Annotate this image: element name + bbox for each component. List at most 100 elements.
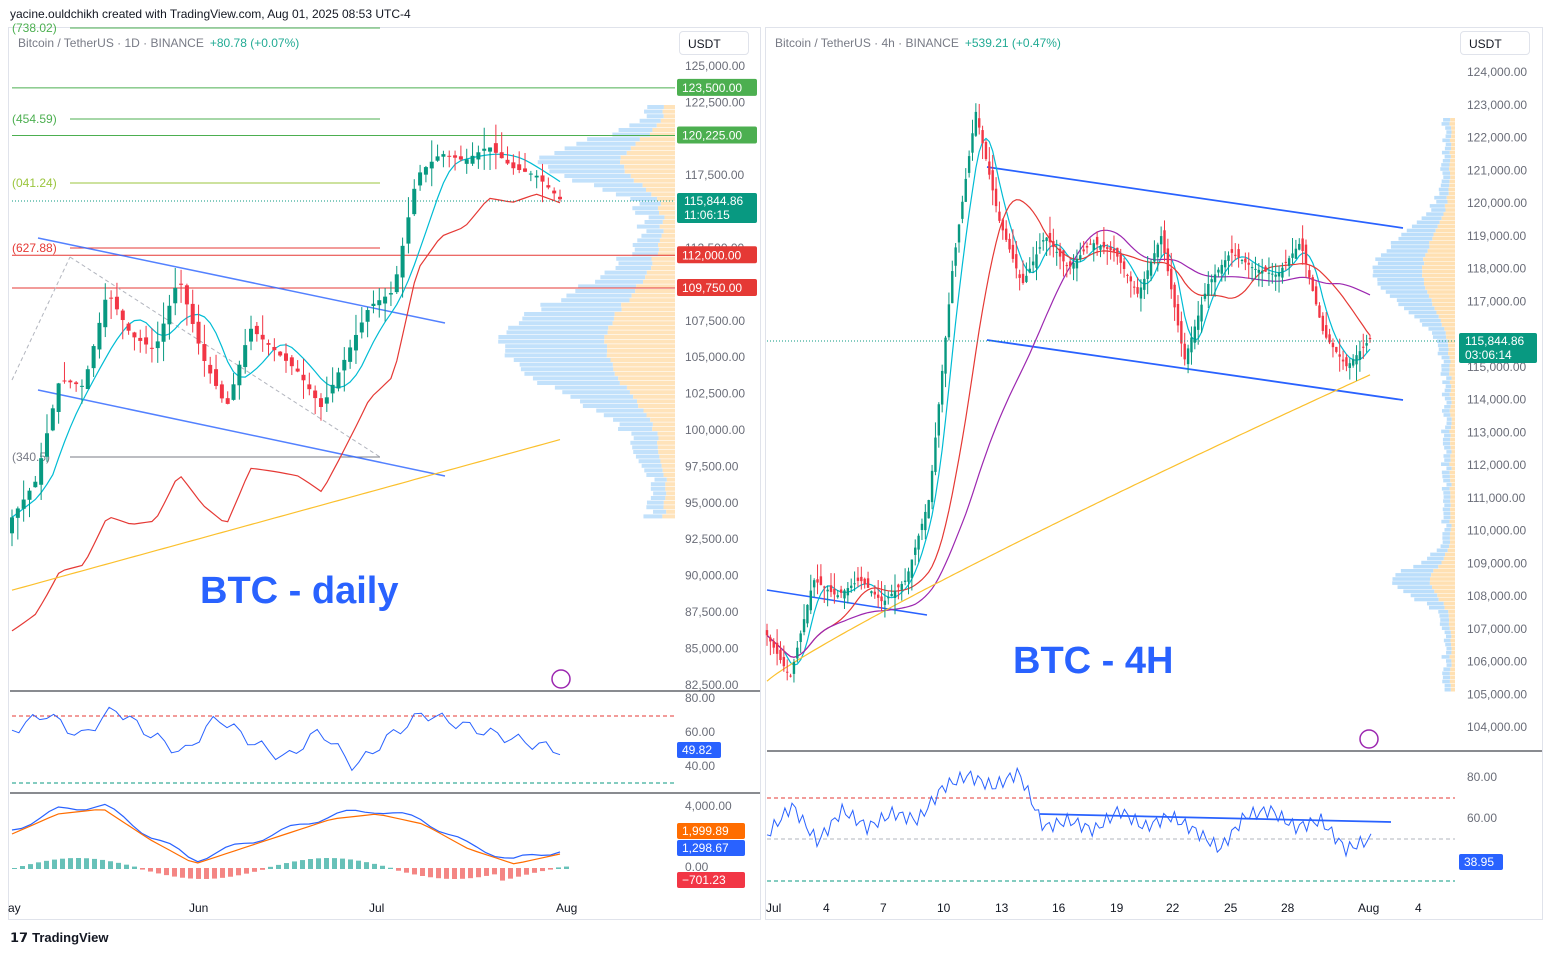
price-axis-tick: 92,500.00 [685,532,739,546]
volume-profile-bar [639,137,675,142]
candle-body [1001,219,1005,231]
candle-body [850,585,853,588]
candle-body [836,595,839,598]
daily-chart-panel[interactable] [8,27,761,920]
candle-body [132,332,137,338]
macd-histogram-bar [492,868,497,875]
volume-profile-bar [661,463,675,468]
candle-body [50,408,55,431]
volume-profile-bar [652,261,675,266]
volume-profile-bar [519,362,613,367]
volume-profile-bar [1449,536,1455,540]
volume-profile-bar [1410,593,1438,598]
macd-histogram-bar [276,864,281,869]
volume-profile-bar [1450,478,1455,483]
candle-body [903,580,907,582]
time-axis-label: 10 [937,901,951,915]
candle-body [1183,343,1186,360]
volume-profile-bar [1373,269,1423,274]
volume-profile-bar [1450,638,1455,643]
volume-profile-bar [1441,150,1450,155]
price-axis-tick: 122,000.00 [1467,131,1527,145]
volume-profile-bar [659,224,675,229]
volume-profile-bar [615,192,652,197]
candle-body [1341,359,1345,362]
volume-profile-bar [1438,347,1449,352]
volume-profile-bar [641,463,662,468]
volume-profile-bar [1442,675,1451,680]
volume-profile-bar [1444,146,1451,151]
volume-profile-bar [629,298,675,303]
signal-line [11,809,561,865]
volume-profile-bar [646,229,664,234]
volume-profile-bar [1436,548,1448,553]
macd-histogram-bar [20,866,25,869]
volume-profile-bar [1427,556,1444,561]
macd-histogram-bar [60,858,65,869]
volume-profile-bar [650,486,666,491]
candle-body [493,143,498,153]
candle-body [289,357,294,367]
volume-profile-bar [1439,191,1449,196]
volume-profile-bar [1427,249,1455,253]
candle-body [1008,238,1011,250]
volume-profile-bar [1385,290,1428,294]
volume-profile-bar [1431,208,1446,212]
volume-profile-bar [643,279,675,284]
volume-profile-bar [1419,318,1441,323]
volume-profile-bar [1423,282,1455,286]
volume-profile-bar [1451,400,1455,405]
candle-body [1031,261,1035,266]
daily-chart[interactable]: (738.02) (454.59) (041.24) (627.88) (340.5) 1… [0,0,765,925]
candle-body [1318,305,1321,318]
volume-profile-bar [663,105,675,109]
h4-currency-button[interactable]: USDT [1460,31,1530,55]
volume-profile-bar [1450,396,1455,401]
macd-histogram-bar [236,868,241,876]
volume-profile-bar [1434,589,1455,594]
volume-profile-bar [1433,232,1455,237]
fib-level-label: (627.88) [12,241,57,255]
volume-profile-bar [1444,458,1451,462]
candle-body [231,384,236,400]
volume-profile-bar [638,404,675,408]
volume-profile-bar [1445,208,1455,212]
h4-chart[interactable]: 124,000.00 123,000.00 122,000.00 121,000.00… [765,0,1552,925]
price-axis-tick: 118,000.00 [1467,262,1526,276]
volume-profile-bar [1444,433,1451,438]
volume-profile-bar [1428,294,1455,298]
candle-body [988,161,991,175]
macd-histogram-bar [548,868,553,870]
h4-chart-panel[interactable] [765,27,1543,920]
macd-histogram-bar [108,861,113,869]
volume-profile-bar [1441,179,1450,184]
tradingview-brand[interactable]: 𝟭𝟳 TradingView [10,930,108,946]
candle-body [190,303,195,324]
volume-profile-bar [1439,220,1455,225]
h4-chart-title: BTC - 4H [1013,640,1174,682]
price-axis-tick: 123,000.00 [1467,98,1527,112]
macd-histogram-bar [260,868,265,870]
candle-body [365,310,370,322]
price-axis-tick: 124,000.00 [1467,65,1527,79]
time-axis-label: 28 [1281,901,1295,915]
candle-body [964,178,967,202]
candle-body [890,593,893,597]
macd-histogram-bar [420,868,425,876]
volume-profile-bar [498,339,605,344]
volume-profile-bar [1449,368,1455,372]
fib-level-label: (454.59) [12,112,57,126]
volume-profile-bar [1398,236,1433,241]
price-axis-tick: 102,500.00 [685,387,745,401]
candle-body [1196,315,1200,330]
volume-profile-bar [1450,667,1455,671]
volume-profile-bar [1441,429,1450,434]
daily-currency-button[interactable]: USDT [679,31,749,55]
volume-profile-bar [1443,556,1455,561]
volume-profile-bar [1441,626,1450,630]
macd-histogram-bar [404,868,409,873]
candle-body [1328,334,1331,343]
volume-profile-bar [660,201,675,206]
volume-profile-bar [613,316,675,321]
volume-profile-bar [653,509,667,514]
